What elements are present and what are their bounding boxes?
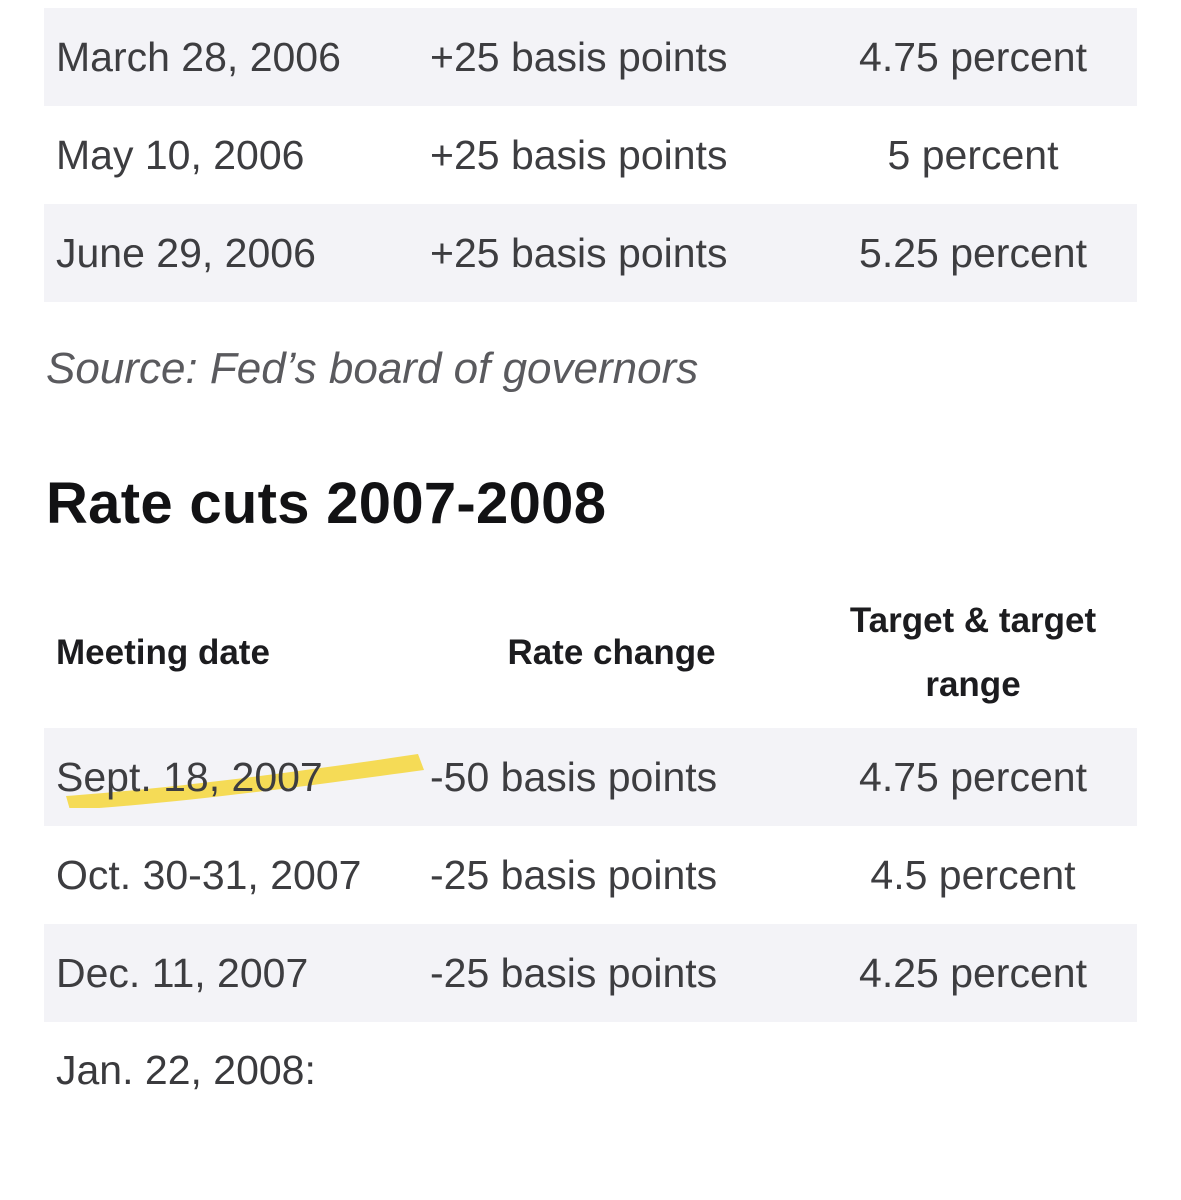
header-target: Target & target range bbox=[849, 601, 1097, 704]
meeting-date-cell: May 10, 2006 bbox=[56, 131, 305, 178]
table-row: May 10, 2006 +25 basis points 5 percent bbox=[44, 106, 1137, 204]
target-cell bbox=[809, 1022, 1137, 1118]
rate-change-cell: +25 basis points bbox=[414, 8, 809, 106]
table-row: Sept. 18, 2007 -50 basis points 4.75 per… bbox=[44, 728, 1137, 826]
rate-cuts-table: Meeting date Rate change Target & target… bbox=[44, 578, 1137, 1118]
target-cell: 4.75 percent bbox=[809, 728, 1137, 826]
source-caption: Source: Fed’s board of governors bbox=[46, 344, 699, 393]
rate-change-cell: -25 basis points bbox=[430, 851, 718, 898]
rate-change-cell: -50 basis points bbox=[414, 728, 809, 826]
table-row: Jan. 22, 2008: bbox=[44, 1022, 1137, 1118]
meeting-date-cell: June 29, 2006 bbox=[44, 204, 414, 302]
target-cell: 4.25 percent bbox=[809, 924, 1137, 1022]
table-row: March 28, 2006 +25 basis points 4.75 per… bbox=[44, 8, 1137, 106]
table-header-row: Meeting date Rate change Target & target… bbox=[44, 578, 1137, 728]
table-row: Oct. 30-31, 2007 -25 basis points 4.5 pe… bbox=[44, 826, 1137, 924]
target-cell: 4.5 percent bbox=[870, 851, 1076, 898]
rate-change-cell bbox=[414, 1022, 809, 1118]
meeting-date-cell: Sept. 18, 2007 bbox=[44, 728, 424, 826]
rate-change-cell: +25 basis points bbox=[414, 204, 809, 302]
table-row: Dec. 11, 2007 -25 basis points 4.25 perc… bbox=[44, 924, 1137, 1022]
rate-change-cell: -25 basis points bbox=[414, 924, 809, 1022]
rate-change-cell: +25 basis points bbox=[430, 131, 728, 178]
article-content: March 28, 2006 +25 basis points 4.75 per… bbox=[44, 8, 1137, 1118]
target-cell: 4.75 percent bbox=[809, 8, 1137, 106]
table-row: June 29, 2006 +25 basis points 5.25 perc… bbox=[44, 204, 1137, 302]
header-meeting-date: Meeting date bbox=[56, 633, 270, 672]
meeting-date-text: Sept. 18, 2007 bbox=[56, 753, 323, 800]
section-heading: Rate cuts 2007-2008 bbox=[46, 471, 607, 536]
meeting-date-cell: Oct. 30-31, 2007 bbox=[56, 851, 362, 898]
meeting-date-cell: Jan. 22, 2008: bbox=[56, 1046, 316, 1093]
target-cell: 5 percent bbox=[887, 131, 1059, 178]
meeting-date-cell: Dec. 11, 2007 bbox=[44, 924, 414, 1022]
header-rate-change: Rate change bbox=[507, 633, 716, 672]
meeting-date-cell: March 28, 2006 bbox=[44, 8, 414, 106]
target-cell: 5.25 percent bbox=[809, 204, 1137, 302]
rate-hikes-table: March 28, 2006 +25 basis points 4.75 per… bbox=[44, 8, 1137, 302]
